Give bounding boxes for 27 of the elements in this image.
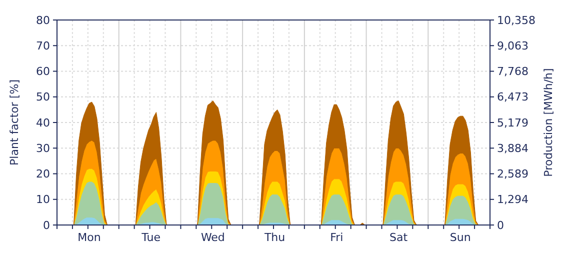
x-tick-label: Wed (200, 231, 225, 244)
y2-tick-label: 5,179 (497, 116, 528, 130)
y2-axis-title: Production [MWh/h] (542, 68, 555, 177)
y-axis-title: Plant factor [%] (8, 80, 21, 166)
y-tick-label: 40 (36, 116, 50, 130)
x-tick-label: Tue (140, 231, 161, 244)
y-tick-label: 80 (36, 14, 50, 27)
y2-tick-label: 6,473 (497, 90, 528, 104)
y-tick-label: 50 (36, 90, 50, 104)
y-tick-label: 70 (36, 39, 50, 52)
y2-tick-label: 2,589 (497, 168, 528, 181)
x-tick-label: Fri (330, 231, 344, 244)
x-tick-label: Mon (78, 231, 101, 244)
y2-tick-label: 7,768 (497, 65, 528, 78)
x-tick-label: Thu (263, 231, 286, 244)
y-tick-label: 30 (36, 142, 50, 155)
y2-tick-label: 10,358 (497, 14, 536, 27)
y-tick-label: 20 (36, 168, 50, 181)
y2-tick-label: 0 (497, 218, 504, 232)
x-tick-label: Sun (450, 231, 471, 244)
x-tick-label: Sat (389, 231, 408, 244)
y2-tick-label: 3,884 (497, 142, 528, 155)
y-tick-label: 60 (36, 65, 50, 78)
y-tick-label: 10 (36, 193, 50, 206)
y-tick-label: 0 (43, 218, 50, 232)
y2-tick-label: 9,063 (497, 39, 528, 52)
y2-tick-label: 1,294 (497, 193, 528, 206)
